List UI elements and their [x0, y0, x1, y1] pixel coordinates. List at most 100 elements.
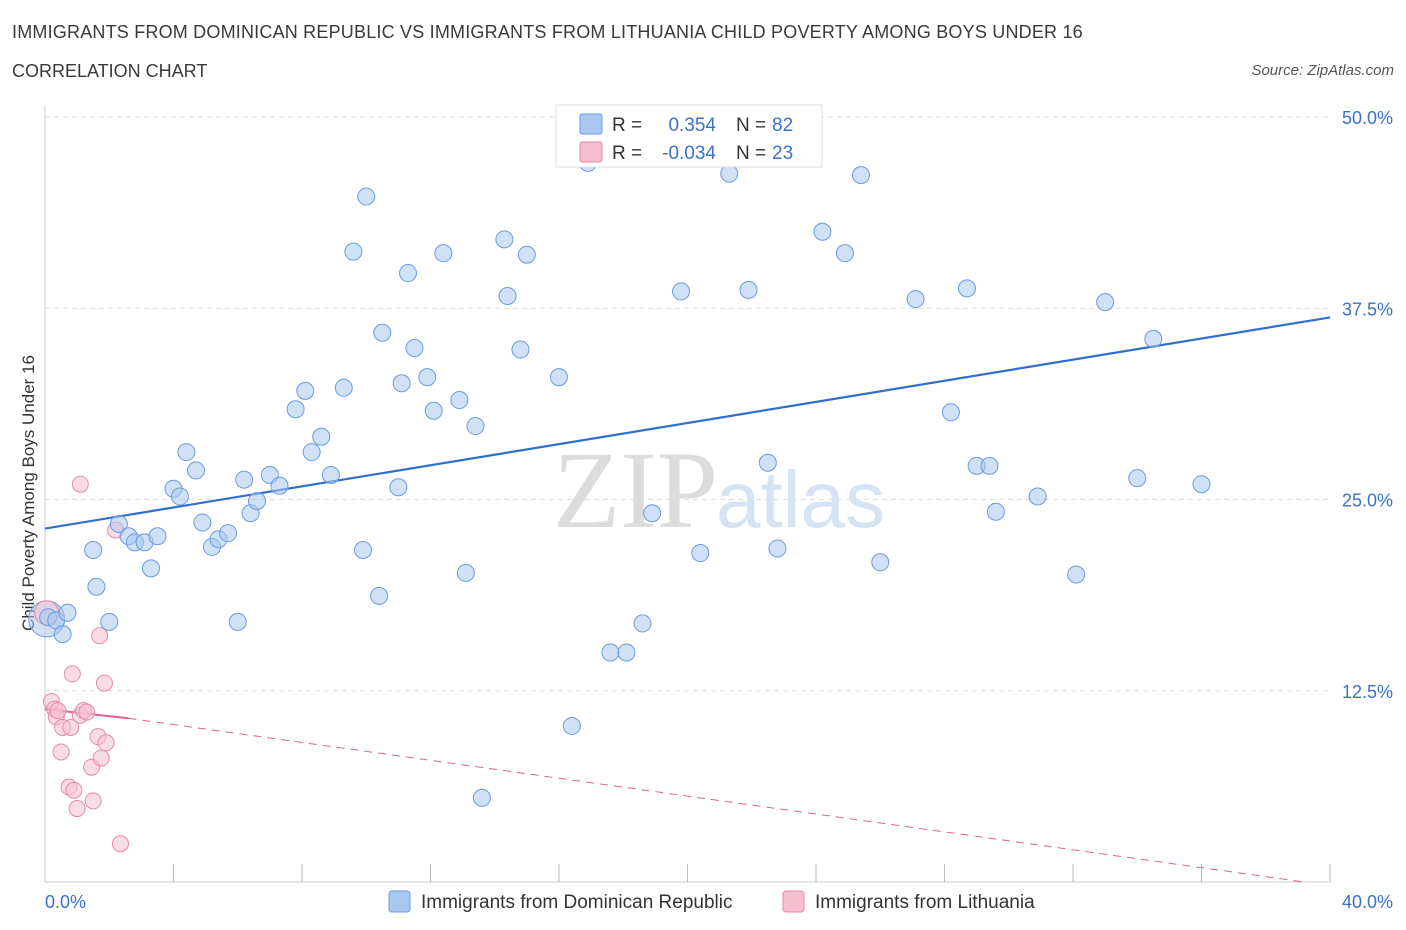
x-tick-label-max: 40.0% — [1342, 892, 1393, 912]
lithuania-point — [52, 743, 70, 761]
dominican-point — [170, 487, 189, 506]
dominican-point — [405, 339, 424, 358]
series-legend-swatch-pink — [782, 890, 805, 913]
dominican-point — [389, 478, 408, 497]
dominican-point — [617, 643, 636, 662]
watermark-atlas: atlas — [716, 455, 885, 544]
dominican-point — [768, 539, 787, 558]
dominican-point — [1144, 329, 1163, 348]
dominican-point — [357, 187, 376, 206]
source-label: Source: ZipAtlas.com — [1251, 62, 1394, 79]
dominican-point — [100, 612, 119, 631]
legend-n-label-blue: N = — [736, 115, 766, 136]
lithuania-point — [95, 674, 113, 692]
legend-swatch-pink — [579, 141, 603, 163]
lithuania-point — [97, 734, 115, 752]
legend-r-value-blue: 0.354 — [668, 115, 716, 136]
lithuania-point — [71, 475, 89, 493]
dominican-point — [286, 400, 305, 419]
dominican-point — [517, 245, 536, 264]
lithuania-point — [65, 781, 83, 799]
dominican-point — [235, 470, 254, 489]
dominican-point — [399, 264, 418, 283]
dominican-point — [109, 514, 128, 533]
series-legend-label-pink: Immigrants from Lithuania — [815, 892, 1035, 913]
legend-r-value-pink: -0.034 — [662, 143, 716, 164]
dominican-point — [312, 427, 331, 446]
dominican-point — [450, 391, 469, 410]
dominican-point — [633, 614, 652, 633]
lithuania-point — [62, 718, 80, 736]
dominican-point — [219, 524, 238, 543]
y-tick-labels: 12.5% 25.0% 37.5% 50.0% — [1342, 108, 1393, 702]
y-tick-label: 50.0% — [1342, 108, 1393, 128]
dominican-point — [720, 164, 739, 183]
watermark-zip: ZIP — [553, 429, 718, 551]
dominican-point — [58, 603, 77, 622]
legend-n-value-blue: 82 — [772, 115, 793, 136]
y-tick-label: 12.5% — [1342, 682, 1393, 702]
lithuania-point — [91, 627, 109, 645]
dominican-point — [373, 323, 392, 342]
dominican-point — [472, 788, 491, 807]
legend-swatch-blue — [579, 113, 603, 135]
y-tick-label: 37.5% — [1342, 299, 1393, 319]
dominican-point — [1028, 487, 1047, 506]
series-legend: Immigrants from Dominican Republic Immig… — [388, 890, 1035, 913]
dominican-point — [248, 492, 267, 511]
dominican-point — [270, 476, 289, 495]
dominican-point — [354, 540, 373, 559]
series-legend-swatch-blue — [388, 890, 411, 913]
dominican-point — [424, 401, 443, 420]
dominican-point — [758, 453, 777, 472]
dominican-point — [1128, 469, 1147, 488]
dominican-point — [672, 282, 691, 301]
x-tick-label-min: 0.0% — [45, 892, 86, 912]
lithuania-trend-line-extension — [128, 717, 1305, 883]
lithuania-point — [68, 800, 86, 818]
lithuania-point — [78, 703, 96, 721]
dominican-point — [601, 643, 620, 662]
dominican-point — [302, 443, 321, 462]
dominican-point — [321, 466, 340, 485]
dominican-point — [186, 461, 205, 480]
dominican-point — [296, 381, 315, 400]
y-axis-label: Child Poverty Among Boys Under 16 — [19, 355, 38, 631]
dominican-point — [142, 559, 161, 578]
dominican-point — [228, 612, 247, 631]
legend-r-label-pink: R = — [612, 143, 642, 164]
dominican-point — [53, 625, 72, 644]
grid-lines — [45, 116, 1330, 692]
dominican-point — [495, 230, 514, 249]
lithuania-point — [84, 792, 102, 810]
dominican-point — [434, 244, 453, 263]
dominican-point — [177, 443, 196, 462]
lithuania-point — [63, 665, 81, 683]
dominican-point — [813, 222, 832, 241]
dominican-point — [466, 417, 485, 436]
lithuania-point — [49, 702, 67, 720]
lithuania-point — [92, 749, 110, 767]
dominican-point — [980, 456, 999, 475]
correlation-legend: R = 0.354 N = 82 R = -0.034 N = 23 — [555, 104, 823, 168]
dominican-point — [906, 290, 925, 309]
dominican-point — [691, 544, 710, 563]
dominican-point — [334, 378, 353, 397]
dominican-point — [370, 586, 389, 605]
dominican-point — [739, 280, 758, 299]
y-tick-label: 25.0% — [1342, 491, 1393, 511]
legend-n-label-pink: N = — [736, 143, 766, 164]
trend-lines — [44, 316, 1331, 883]
dominican-point — [1067, 565, 1086, 584]
dominican-point — [193, 513, 212, 532]
dominican-point — [148, 527, 167, 546]
dominican-point — [456, 563, 475, 582]
dominican-point — [871, 553, 890, 572]
dominican-point — [1192, 475, 1211, 494]
dominican-point — [87, 577, 106, 596]
chart-subtitle: CORRELATION CHART — [12, 61, 208, 81]
dominican-point — [550, 368, 568, 387]
dominican-point — [511, 340, 530, 359]
dominican-point — [941, 403, 960, 422]
